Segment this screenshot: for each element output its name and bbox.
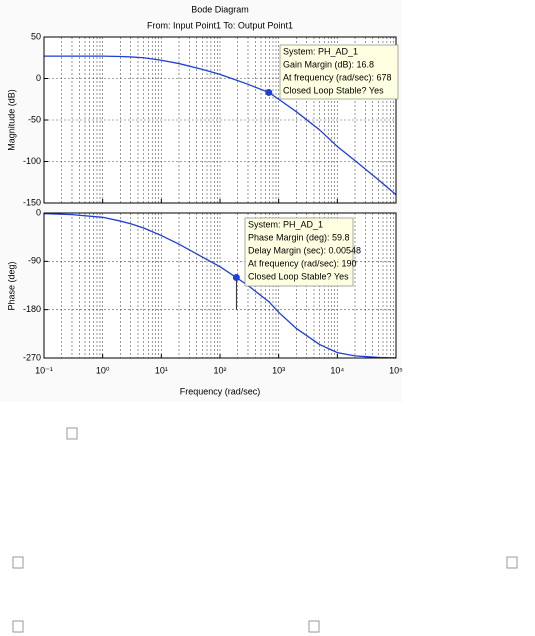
y-tick-label: -100	[23, 156, 41, 166]
data-tip-text: Phase Margin (deg): 59.8	[248, 232, 350, 242]
chart-subtitle: From: Input Point1 To: Output Point1	[147, 20, 293, 30]
y-tick-label: -150	[23, 197, 41, 207]
placeholder-glyph	[506, 556, 518, 569]
x-tick-label: 10⁴	[330, 365, 344, 375]
x-tick-label: 10²	[213, 365, 226, 375]
data-tip-text: At frequency (rad/sec): 190	[248, 258, 357, 268]
x-tick-label: 10⁻¹	[35, 365, 53, 375]
data-tip-text: Closed Loop Stable? Yes	[248, 271, 349, 281]
data-tip-text: System: PH_AD_1	[248, 219, 323, 229]
y-tick-label: 0	[36, 73, 41, 83]
data-tip-box	[279, 44, 399, 100]
axes-frame	[43, 36, 397, 204]
y-tick-label: -50	[28, 114, 41, 124]
y-axis-label: Phase (deg)	[6, 261, 16, 310]
axes-frame	[43, 212, 397, 359]
data-tip-text: At frequency (rad/sec): 678	[283, 72, 392, 82]
y-axis-label: Magnitude (dB)	[6, 89, 16, 151]
placeholder-glyph	[12, 556, 24, 569]
data-tip-text: Delay Margin (sec): 0.00548	[248, 245, 361, 255]
data-line	[43, 212, 397, 359]
data-tip-box	[244, 217, 354, 287]
y-tick-label: -270	[23, 352, 41, 362]
placeholder-glyph	[12, 620, 24, 633]
y-tick-label: -180	[23, 304, 41, 314]
data-tip-text: Closed Loop Stable? Yes	[283, 85, 384, 95]
placeholder-glyph	[66, 427, 78, 440]
chart-title: Bode Diagram	[191, 4, 249, 14]
y-tick-label: 50	[31, 31, 41, 41]
data-tip-text: Gain Margin (dB): 16.8	[283, 59, 374, 69]
data-tip-marker	[265, 88, 273, 96]
y-tick-label: -90	[28, 256, 41, 266]
data-tip-marker	[232, 274, 240, 282]
x-axis-label: Frequency (rad/sec)	[180, 386, 261, 396]
placeholder-glyph	[308, 620, 320, 633]
data-line	[44, 55, 397, 196]
data-tip-text: System: PH_AD_1	[283, 46, 358, 56]
y-tick-label: 0	[36, 207, 41, 217]
x-tick-label: 10⁵	[389, 365, 403, 375]
x-tick-label: 10³	[272, 365, 285, 375]
x-tick-label: 10¹	[155, 365, 168, 375]
x-tick-label: 10⁰	[96, 365, 110, 375]
